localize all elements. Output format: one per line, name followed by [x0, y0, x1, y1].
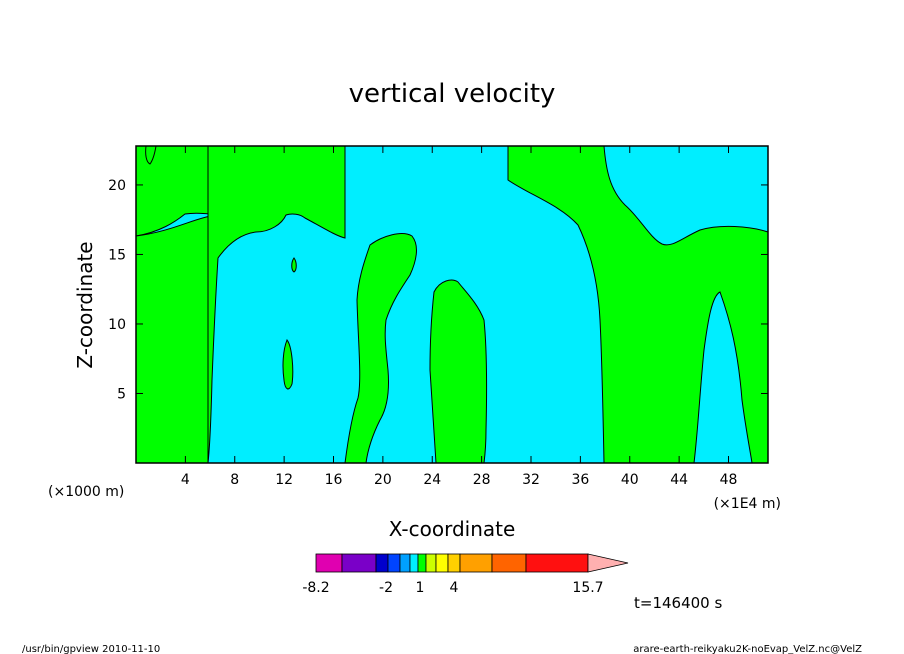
colorbar-label: 15.7: [572, 580, 603, 596]
colorbar-cell: [435, 553, 449, 573]
positive-cell-small-a: [282, 339, 294, 390]
y-tick-label: 20: [108, 178, 126, 194]
positive-region-left-column: [135, 214, 216, 464]
colorbar-cell: [525, 553, 589, 573]
x-axis-ticks: 4 8 12 16 20 24 28 32 36 40 44 48: [181, 146, 738, 488]
x-tick-label: 32: [522, 472, 540, 488]
x-tick-label: 4: [181, 472, 190, 488]
colorbar-cell: [417, 553, 427, 573]
plot-area: [135, 145, 769, 464]
colorbar-cell: [387, 553, 401, 573]
colorbar-cell: [491, 553, 527, 573]
positive-region-right: [507, 145, 769, 464]
colorbar-cell: [315, 553, 343, 573]
colorbar-cell: [447, 553, 461, 573]
x-tick-label: 40: [621, 472, 639, 488]
x-tick-label: 12: [275, 472, 293, 488]
x-scale-note: (×1E4 m): [714, 496, 781, 512]
colorbar-arrow: [587, 553, 629, 573]
colorbar-label: 1: [416, 580, 425, 596]
colorbar-label: -8.2: [302, 580, 329, 596]
positive-region-plume-center: [429, 279, 488, 464]
x-tick-label: 16: [325, 472, 343, 488]
colorbar-cell: [375, 553, 389, 573]
colorbar: -8.2 -2 1 4 15.7: [302, 553, 629, 596]
colorbar-cell: [459, 553, 493, 573]
x-tick-label: 8: [230, 472, 239, 488]
x-tick-label: 48: [720, 472, 738, 488]
x-tick-label: 36: [571, 472, 589, 488]
y-axis-label: Z-coordinate: [73, 241, 97, 368]
colorbar-cell: [399, 553, 411, 573]
x-tick-label: 28: [473, 472, 491, 488]
colorbar-cell: [425, 553, 437, 573]
footer-left: /usr/bin/gpview 2010-11-10: [22, 644, 160, 654]
x-tick-label: 44: [670, 472, 688, 488]
positive-cell-small-b: [291, 257, 297, 273]
plot-frame: [135, 145, 769, 464]
y-tick-label: 15: [108, 247, 126, 263]
positive-region-top-strip: [145, 145, 157, 165]
footer-right: arare-earth-reikyaku2K-noEvap_VelZ.nc@Ve…: [633, 644, 862, 654]
y-tick-label: 5: [117, 386, 126, 402]
time-label: t=146400 s: [634, 594, 722, 612]
x-axis-label: X-coordinate: [389, 517, 516, 541]
y-scale-note: (×1000 m): [48, 484, 124, 500]
positive-region-upper-left: [207, 145, 346, 464]
x-tick-label: 20: [374, 472, 392, 488]
colorbar-label: 4: [450, 580, 459, 596]
colorbar-cell: [409, 553, 419, 573]
colorbar-cell: [341, 553, 377, 573]
x-tick-label: 24: [423, 472, 441, 488]
y-axis-ticks: 5 10 15 20: [108, 178, 768, 402]
colorbar-label: -2: [379, 580, 393, 596]
positive-region-plume-left: [344, 233, 417, 464]
y-tick-label: 10: [108, 317, 126, 333]
chart-title: vertical velocity: [349, 79, 556, 109]
